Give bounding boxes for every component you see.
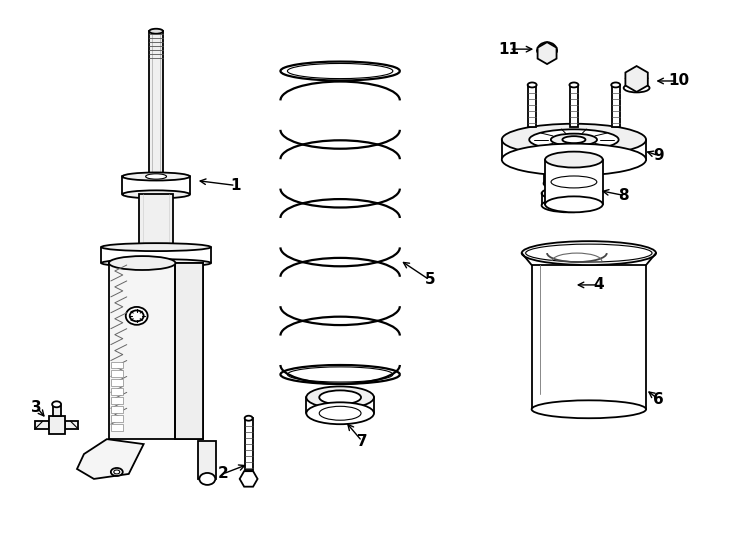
Ellipse shape	[123, 172, 190, 180]
Bar	[244, 418, 252, 470]
Ellipse shape	[319, 390, 361, 404]
Ellipse shape	[522, 241, 656, 265]
Bar	[198, 441, 217, 479]
Ellipse shape	[529, 129, 619, 150]
Bar	[111, 388, 123, 395]
Polygon shape	[34, 421, 48, 429]
Ellipse shape	[126, 307, 148, 325]
Ellipse shape	[319, 406, 361, 420]
Bar	[139, 194, 173, 245]
Ellipse shape	[544, 165, 595, 179]
Bar	[570, 85, 578, 127]
Ellipse shape	[149, 29, 163, 33]
Text: 5: 5	[424, 273, 435, 287]
Text: 3: 3	[32, 400, 42, 415]
Text: 2: 2	[217, 467, 228, 482]
Text: 4: 4	[594, 278, 604, 293]
Ellipse shape	[545, 152, 603, 167]
Ellipse shape	[200, 473, 215, 485]
Bar	[111, 415, 123, 422]
Text: 10: 10	[668, 73, 689, 89]
Ellipse shape	[306, 402, 374, 424]
Text: 9: 9	[653, 148, 664, 163]
Ellipse shape	[101, 259, 211, 267]
Bar	[109, 263, 203, 439]
Ellipse shape	[544, 177, 595, 191]
Ellipse shape	[52, 401, 61, 407]
Text: 8: 8	[618, 188, 629, 203]
Ellipse shape	[502, 144, 646, 176]
Polygon shape	[77, 439, 144, 479]
Bar	[48, 416, 65, 434]
Ellipse shape	[537, 47, 557, 55]
Ellipse shape	[526, 244, 652, 262]
Ellipse shape	[533, 276, 585, 294]
Ellipse shape	[570, 83, 578, 87]
Ellipse shape	[542, 198, 596, 212]
Ellipse shape	[541, 279, 577, 291]
Ellipse shape	[244, 416, 252, 421]
Bar	[111, 397, 123, 404]
Polygon shape	[65, 421, 79, 429]
Bar	[545, 160, 603, 204]
Bar	[111, 406, 123, 413]
Ellipse shape	[551, 282, 567, 288]
Text: 7: 7	[357, 434, 367, 449]
Bar	[111, 370, 123, 377]
Ellipse shape	[611, 83, 620, 87]
Ellipse shape	[114, 470, 120, 474]
Ellipse shape	[111, 468, 123, 476]
Bar	[531, 265, 646, 409]
Ellipse shape	[551, 176, 597, 188]
Bar	[53, 406, 61, 416]
Ellipse shape	[306, 387, 374, 408]
Bar	[111, 424, 123, 431]
Bar	[111, 380, 123, 387]
Bar	[528, 85, 536, 127]
Text: 1: 1	[230, 178, 241, 193]
Text: 6: 6	[653, 392, 664, 407]
Ellipse shape	[562, 136, 586, 143]
Ellipse shape	[109, 256, 175, 270]
Ellipse shape	[633, 77, 641, 82]
Ellipse shape	[531, 400, 646, 418]
Ellipse shape	[624, 84, 650, 92]
Ellipse shape	[130, 310, 144, 321]
Ellipse shape	[545, 154, 592, 168]
Ellipse shape	[123, 191, 190, 198]
Ellipse shape	[528, 83, 537, 87]
Text: 11: 11	[499, 42, 520, 57]
Ellipse shape	[502, 124, 646, 156]
Ellipse shape	[545, 143, 592, 157]
Bar	[175, 263, 203, 439]
Ellipse shape	[542, 186, 596, 200]
Bar	[111, 361, 123, 368]
Ellipse shape	[550, 133, 597, 146]
Bar	[611, 85, 619, 127]
Ellipse shape	[545, 197, 603, 212]
Ellipse shape	[101, 243, 211, 251]
Bar	[149, 31, 163, 176]
Ellipse shape	[145, 174, 167, 179]
